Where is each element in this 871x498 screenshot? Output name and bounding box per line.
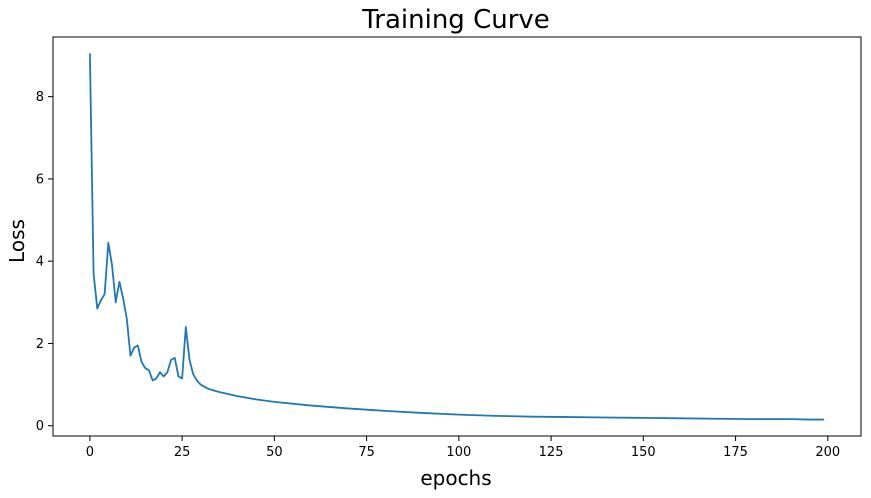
x-tick-label: 125 <box>539 445 564 460</box>
x-axis-label: epochs <box>420 466 491 490</box>
x-tick-label: 0 <box>86 445 94 460</box>
loss-series-line <box>88 53 825 421</box>
y-tick-label: 0 <box>36 419 44 434</box>
plot-area <box>88 53 825 421</box>
x-tick-label: 50 <box>266 445 283 460</box>
y-tick-label: 8 <box>36 90 44 105</box>
x-tick-label: 75 <box>358 445 375 460</box>
chart-title: Training Curve <box>361 5 550 35</box>
x-tick-label: 25 <box>174 445 191 460</box>
y-tick-label: 2 <box>36 337 44 352</box>
y-axis-ticks: 0 2 4 6 8 <box>36 90 53 434</box>
x-tick-label: 200 <box>815 445 840 460</box>
y-axis-label: Loss <box>5 219 29 263</box>
x-tick-label: 150 <box>631 445 656 460</box>
y-tick-label: 4 <box>36 255 44 270</box>
x-tick-label: 100 <box>446 445 471 460</box>
x-tick-label: 175 <box>723 445 748 460</box>
x-axis-ticks: 0 25 50 75 100 125 150 175 200 <box>86 436 840 460</box>
y-tick-label: 6 <box>36 172 44 187</box>
plot-frame <box>52 36 862 437</box>
